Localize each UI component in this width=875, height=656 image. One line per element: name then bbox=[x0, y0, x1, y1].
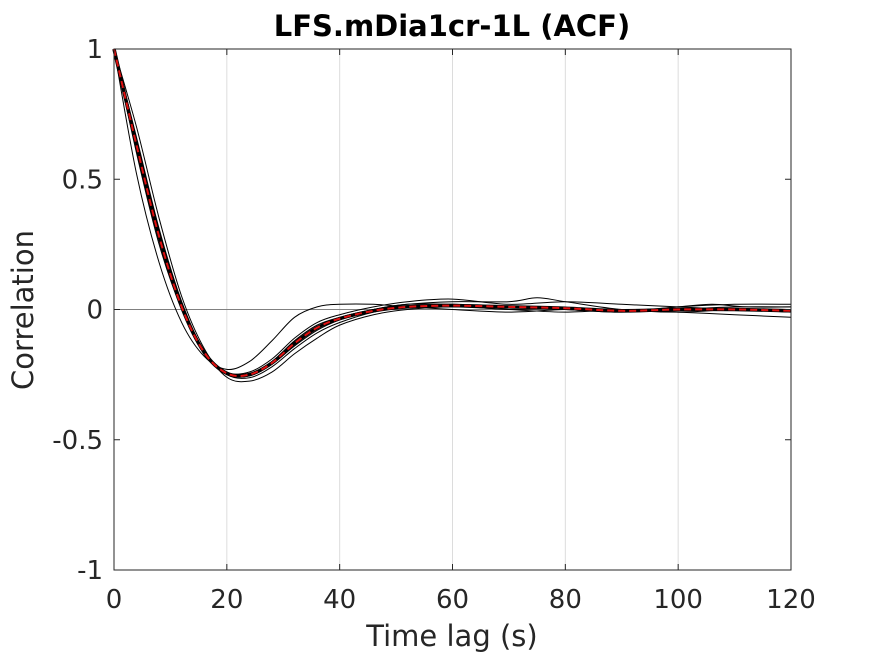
x-tick-label: 20 bbox=[210, 585, 243, 615]
x-tick-label: 0 bbox=[106, 585, 123, 615]
x-axis-label: Time lag (s) bbox=[365, 619, 537, 653]
chart-title: LFS.mDia1cr-1L (ACF) bbox=[274, 9, 631, 43]
y-tick-label: 0 bbox=[86, 296, 103, 326]
x-tick-label: 120 bbox=[766, 585, 816, 615]
x-tick-label: 100 bbox=[653, 585, 703, 615]
x-tick-label: 80 bbox=[549, 585, 582, 615]
tick-layer: 0 20 40 60 80 100 120 -1 -0.5 0 0.5 1 bbox=[52, 35, 816, 615]
y-tick-label: 1 bbox=[86, 35, 103, 65]
x-tick-label: 60 bbox=[436, 585, 469, 615]
series-line-mean bbox=[113, 48, 792, 378]
series-layer bbox=[112, 48, 792, 383]
y-axis-label: Correlation bbox=[6, 230, 40, 390]
x-tick-label: 40 bbox=[323, 585, 356, 615]
y-tick-label: 0.5 bbox=[62, 165, 103, 195]
y-tick-label: -0.5 bbox=[52, 426, 103, 456]
y-tick-label: -1 bbox=[77, 556, 103, 586]
